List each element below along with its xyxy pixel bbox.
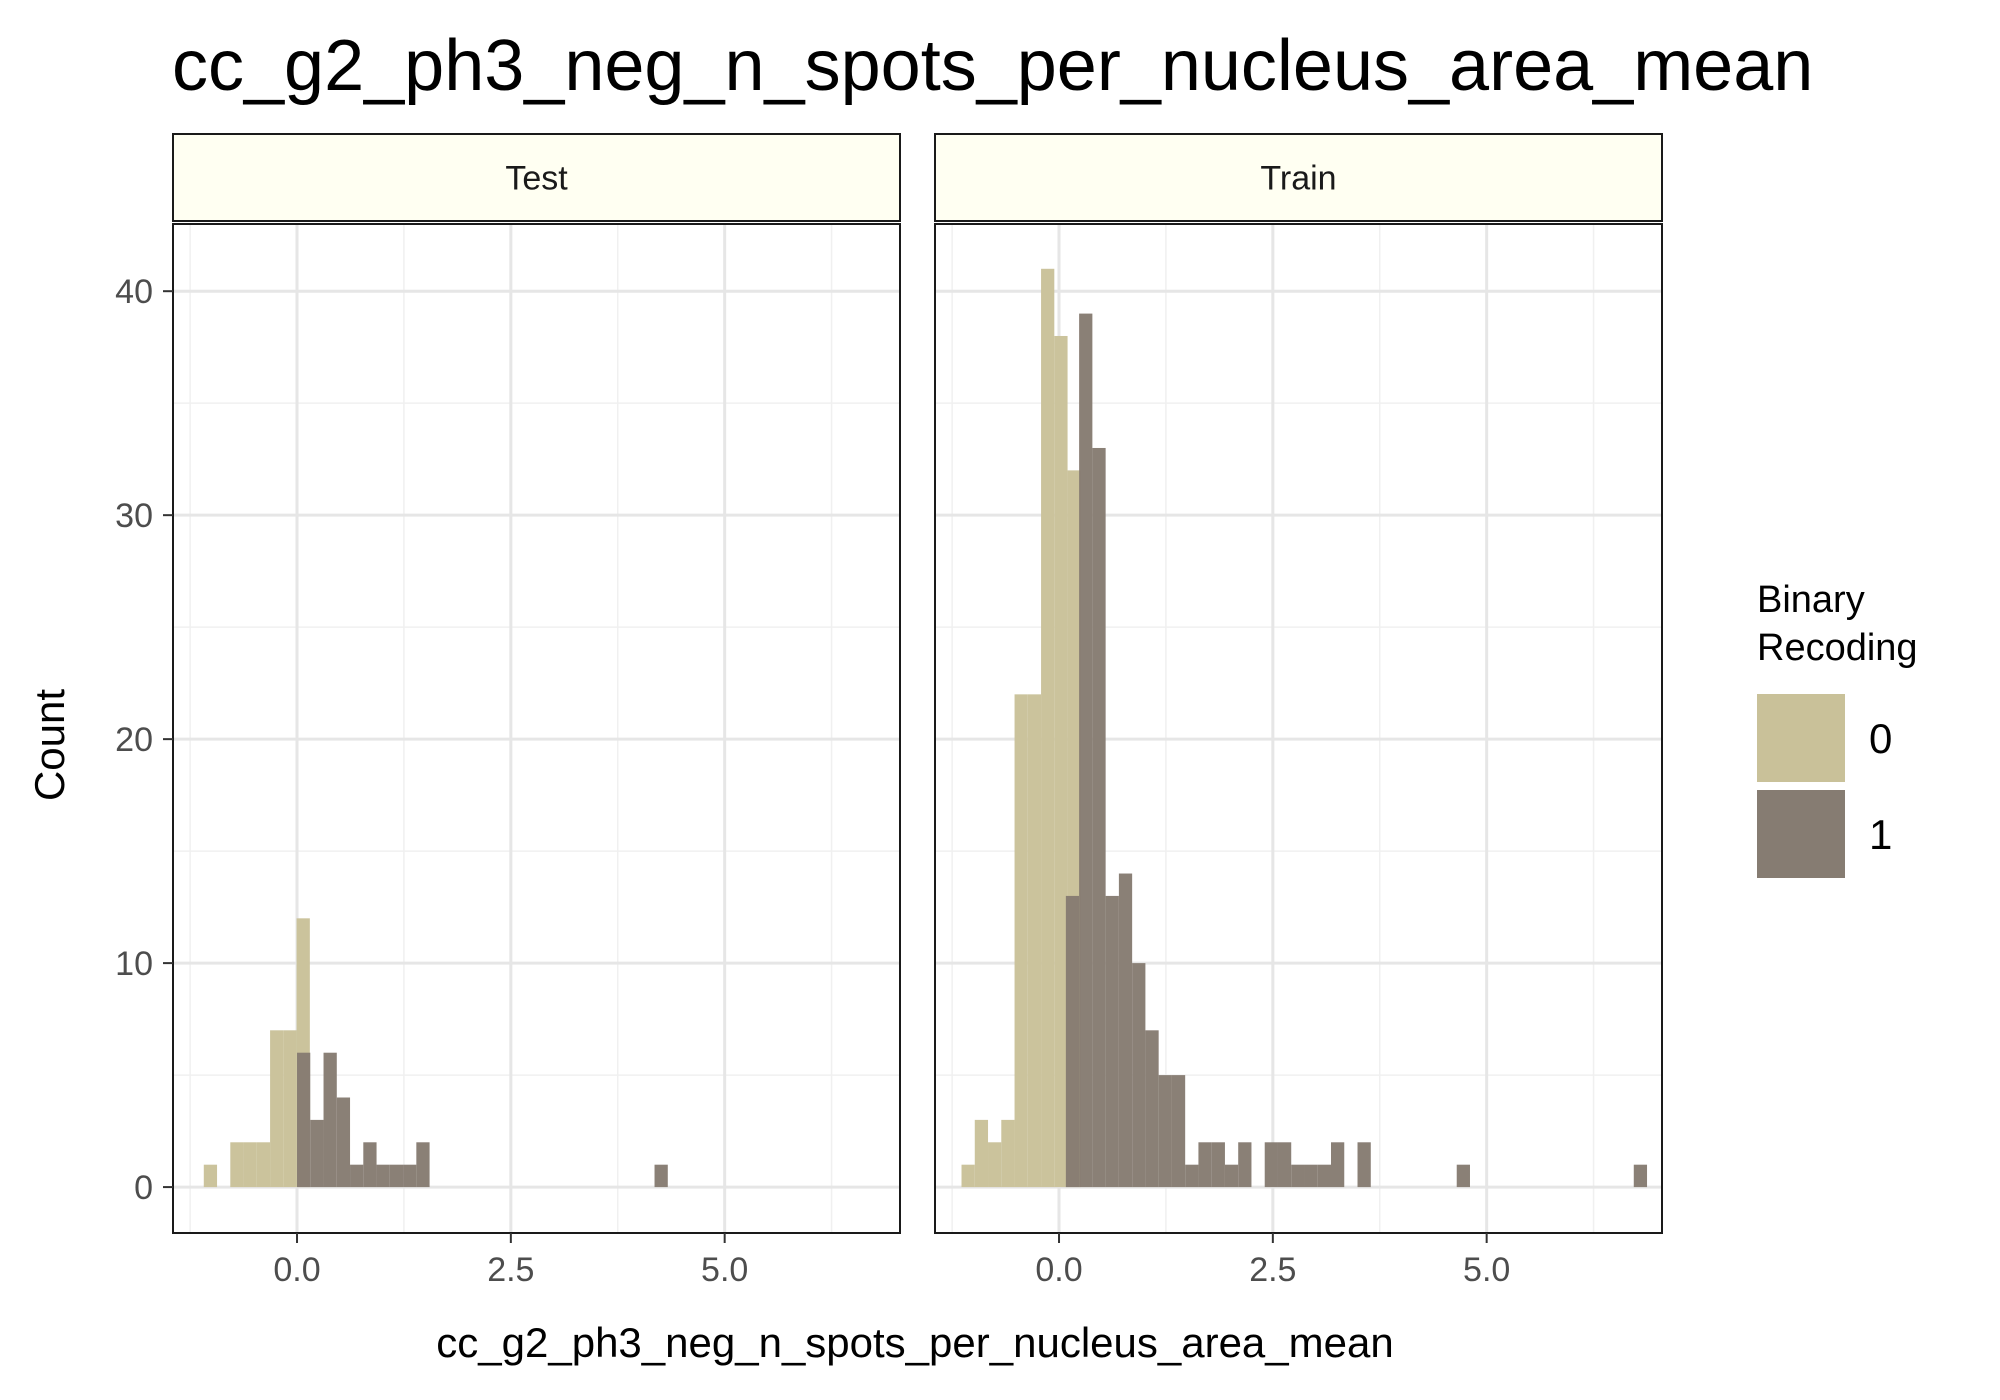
histogram-bar (1054, 335, 1068, 1188)
histogram-bar (1211, 1142, 1225, 1188)
histogram-bar (350, 1164, 364, 1188)
y-tick-label: 10 (115, 945, 153, 983)
histogram-bar (988, 1142, 1002, 1188)
histogram-bar (1014, 694, 1028, 1188)
histogram-bar (230, 1142, 244, 1188)
histogram-bar (1291, 1164, 1305, 1188)
legend-swatch (1757, 694, 1845, 782)
histogram-bar (416, 1142, 430, 1188)
histogram-bar (1105, 895, 1119, 1188)
panel-border (172, 223, 901, 1234)
histogram-bar (243, 1142, 257, 1188)
panel-border (934, 223, 1663, 1234)
histogram-bar (1092, 447, 1106, 1188)
histogram-bar (1357, 1142, 1371, 1188)
facet-strip-label: Test (505, 160, 568, 198)
panel-test: Test 0.0 2.5 5.0 (172, 133, 901, 1289)
y-tick-label: 30 (115, 497, 153, 535)
histogram-bar (1198, 1142, 1212, 1188)
histogram-bar (1027, 694, 1042, 1188)
histogram-bar (1001, 1119, 1015, 1188)
series-1 (1065, 313, 1648, 1188)
histogram-bar (1456, 1164, 1470, 1188)
x-tick-label: 0.0 (1035, 1251, 1082, 1289)
histogram-bar (1079, 313, 1093, 1188)
legend-swatch (1757, 790, 1845, 878)
facet-strip (934, 133, 1663, 222)
histogram-bar (363, 1142, 377, 1188)
histogram-bar (403, 1164, 417, 1188)
histogram-bar (376, 1164, 390, 1188)
histogram-bar (974, 1119, 989, 1188)
histogram-bar (1041, 268, 1055, 1188)
histogram-bar (961, 1164, 975, 1188)
histogram-bar (1304, 1164, 1318, 1188)
y-axis-title: Count (26, 689, 73, 801)
facet-strip (172, 133, 901, 222)
x-tick-label: 0.0 (273, 1251, 320, 1289)
histogram-bar (654, 1164, 668, 1188)
histogram-bar (1633, 1164, 1648, 1188)
histogram-bar (1238, 1142, 1252, 1188)
histogram-bar (1171, 1075, 1186, 1188)
histogram-bar (297, 1052, 311, 1188)
series-1 (297, 1052, 668, 1188)
y-tick-label: 40 (115, 273, 153, 311)
histogram-bar (1145, 1030, 1159, 1188)
x-axis-title: cc_g2_ph3_neg_n_spots_per_nucleus_area_m… (436, 1319, 1393, 1366)
histogram-bar (1118, 873, 1133, 1188)
histogram-bar (283, 1030, 297, 1188)
legend-label: 0 (1869, 715, 1892, 762)
histogram-bar (1264, 1142, 1278, 1188)
histogram-bar (336, 1097, 351, 1188)
x-tick-label: 2.5 (1249, 1251, 1296, 1289)
histogram-bar (256, 1142, 271, 1188)
histogram-bar (1158, 1075, 1172, 1188)
histogram-bar (1224, 1164, 1239, 1188)
histogram-bar (1331, 1142, 1345, 1188)
facet-strip-label: Train (1260, 160, 1336, 198)
histogram-bar (323, 1052, 337, 1188)
x-tick-label: 5.0 (1463, 1251, 1510, 1289)
histogram-bar (270, 1030, 284, 1188)
histogram-bar (1277, 1142, 1292, 1188)
histogram-bar (389, 1164, 404, 1188)
legend-title: Recoding (1757, 627, 1918, 669)
histogram-bar (1065, 895, 1080, 1188)
panel-train: Train 0.0 2.5 5.0 (934, 133, 1663, 1289)
y-tick-label: 0 (134, 1169, 153, 1207)
x-tick-label: 2.5 (487, 1251, 534, 1289)
legend-label: 1 (1869, 811, 1892, 858)
legend-title: Binary (1757, 579, 1865, 621)
histogram-bar (1185, 1164, 1199, 1188)
histogram-bar (1317, 1164, 1332, 1188)
histogram-bar (203, 1164, 218, 1188)
y-axis: 0 10 20 30 40 (115, 273, 173, 1207)
histogram-bar (310, 1119, 324, 1188)
y-tick-label: 20 (115, 721, 153, 759)
chart-title: cc_g2_ph3_neg_n_spots_per_nucleus_area_m… (172, 26, 1813, 106)
histogram-bar (1132, 963, 1146, 1188)
legend: Binary Recoding 0 1 (1757, 579, 1918, 878)
x-tick-label: 5.0 (701, 1251, 748, 1289)
